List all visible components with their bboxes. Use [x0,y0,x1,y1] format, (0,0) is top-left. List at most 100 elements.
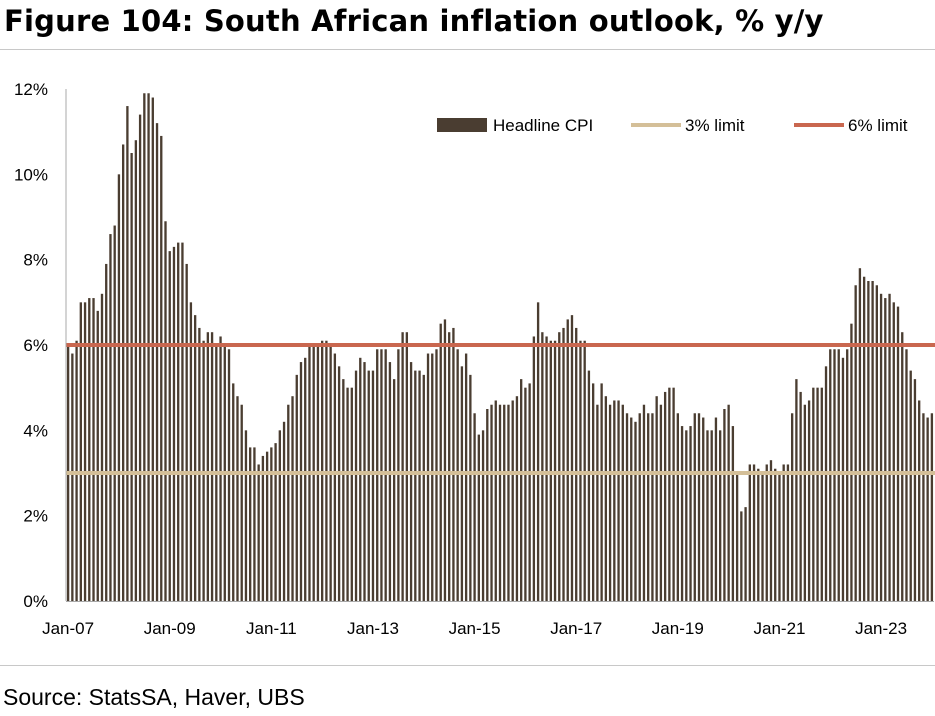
cpi-bar [464,353,468,601]
cpi-bar [867,281,870,601]
inflation-chart: 0% 2% 4% 6% 8% 10% 12% Jan-07 Jan-09 Jan-11 Jan-13… [14,80,935,638]
cpi-bar [816,387,819,601]
x-tick-label: Jan-17 [550,619,602,638]
legend-label-6pct: 6% limit [848,116,908,135]
cpi-bar [774,468,777,601]
cpi-bar [803,404,807,601]
cpi-bar [130,153,133,601]
cpi-bar [494,400,497,601]
cpi-bar [579,340,582,601]
cpi-bar [549,340,552,601]
cpi-bar [498,404,502,601]
cpi-bar [697,413,701,601]
cpi-bar [913,379,917,601]
cpi-bar [591,383,595,601]
cpi-bar [240,404,243,601]
cpi-bar [625,413,629,601]
cpi-bar [795,379,798,601]
cpi-bar [702,417,705,601]
cpi-bar [663,391,667,601]
cpi-bar [528,383,531,601]
cpi-bar [261,455,265,601]
cpi-bar [274,443,277,601]
cpi-bar [744,507,747,601]
cpi-bar [520,379,523,601]
cpi-bar [769,460,773,601]
y-tick-label: 0% [23,592,48,611]
cpi-bar [790,413,794,601]
cpi-bar [257,464,260,601]
cpi-bar [219,336,222,601]
cpi-bar [714,417,718,601]
cpi-bar [786,464,790,601]
cpi-bar [350,387,353,601]
cpi-bar [71,353,74,601]
cpi-bar [96,310,99,601]
cpi-bar [901,332,904,601]
cpi-bar [333,353,337,601]
cpi-bar [117,174,121,601]
cpi-bar [79,302,82,601]
cpi-bar [481,430,485,601]
cpi-bar [380,349,383,601]
cpi-bar [727,404,730,601]
cpi-bar [689,426,692,601]
cpi-bar [168,251,171,601]
cpi-bar [134,140,138,601]
cpi-bar [414,370,417,601]
cpi-bar [469,374,472,601]
cpi-bar [668,387,671,601]
cpi-bar [143,93,146,602]
cpi-bar [778,473,781,601]
cpi-bar [473,413,476,601]
cpi-bar [409,362,413,601]
cpi-bar [583,340,586,601]
cpi-bar [854,285,857,601]
cpi-bar [871,281,874,601]
cpi-bar [210,332,214,601]
cpi-bar [253,447,256,601]
cpi-bar [160,135,163,601]
cpi-bar [354,370,358,601]
cpi-bar [388,362,392,601]
cpi-bar [841,357,845,601]
cpi-bar [829,349,832,601]
cpi-bar [693,413,696,601]
cpi-bar [655,396,658,601]
cpi-bar [185,263,188,601]
cpi-bar [596,404,599,601]
cpi-bar [926,417,929,601]
y-tick-label: 10% [14,165,48,184]
cpi-bar [884,298,887,601]
cpi-bars [66,93,934,602]
cpi-bar [752,464,756,601]
cpi-bar [757,468,760,601]
cpi-bar [875,285,878,601]
y-tick-label: 2% [23,507,48,526]
cpi-bar [515,396,519,601]
cpi-bar [850,323,853,601]
x-tick-label: Jan-19 [652,619,704,638]
cpi-bar [532,336,536,601]
cpi-bar [600,383,603,601]
cpi-bar [812,387,815,601]
cpi-bar [570,315,574,601]
cpi-bar [172,246,176,601]
cpi-bar [75,340,78,601]
cpi-bar [676,413,679,601]
cpi-bar [392,379,396,601]
cpi-bar [735,473,739,601]
cpi-bar [304,357,307,601]
source-rule [0,665,935,666]
cpi-bar [613,400,616,601]
cpi-bar [418,370,421,601]
cpi-bar [820,387,823,601]
cpi-bar [189,302,193,601]
cpi-bar [291,396,294,601]
x-tick-label: Jan-13 [347,619,399,638]
cpi-bar [723,409,726,601]
cpi-bar [88,298,91,601]
cpi-bar [892,302,895,601]
cpi-bar [477,434,480,601]
cpi-bar [452,327,455,601]
